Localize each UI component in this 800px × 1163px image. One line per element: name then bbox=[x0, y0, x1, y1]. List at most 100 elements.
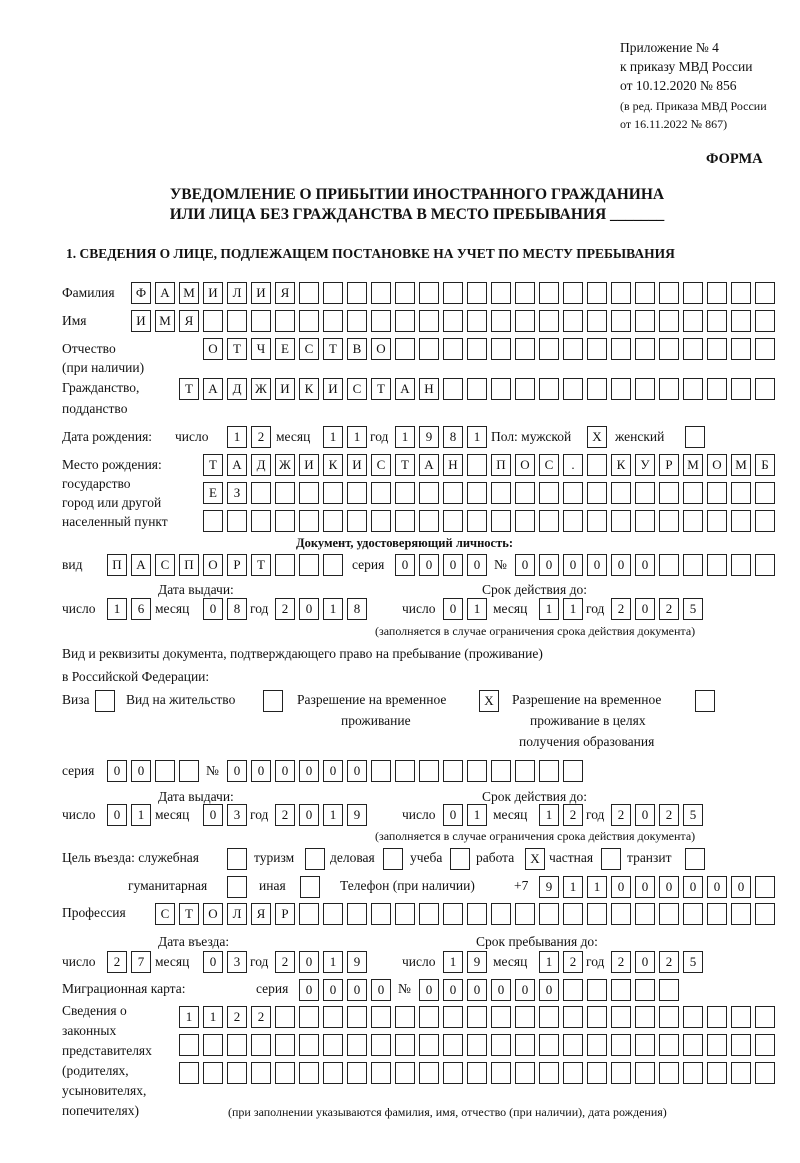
char-cell[interactable] bbox=[395, 510, 415, 532]
char-cell[interactable] bbox=[395, 1034, 415, 1056]
char-cell[interactable]: Я bbox=[275, 282, 295, 304]
char-cell[interactable] bbox=[731, 338, 751, 360]
char-cell[interactable]: 0 bbox=[635, 804, 655, 826]
char-cell[interactable] bbox=[323, 1006, 343, 1028]
char-cell[interactable]: 0 bbox=[371, 979, 391, 1001]
char-cell[interactable] bbox=[755, 554, 775, 576]
char-cell[interactable]: 3 bbox=[227, 804, 247, 826]
char-cell[interactable]: Т bbox=[203, 454, 223, 476]
char-cell[interactable]: О bbox=[371, 338, 391, 360]
char-cell[interactable]: 6 bbox=[131, 598, 151, 620]
char-cell[interactable] bbox=[683, 903, 703, 925]
char-cell[interactable] bbox=[371, 903, 391, 925]
char-cell[interactable] bbox=[755, 510, 775, 532]
char-cell[interactable]: 2 bbox=[611, 951, 631, 973]
char-cell[interactable]: Н bbox=[443, 454, 463, 476]
char-cell[interactable] bbox=[299, 510, 319, 532]
char-cell[interactable] bbox=[563, 903, 583, 925]
char-cell[interactable] bbox=[467, 338, 487, 360]
char-cell[interactable] bbox=[755, 378, 775, 400]
char-cell[interactable]: 0 bbox=[323, 760, 343, 782]
char-cell[interactable] bbox=[563, 310, 583, 332]
char-cell[interactable] bbox=[323, 482, 343, 504]
char-cell[interactable] bbox=[491, 510, 511, 532]
char-cell[interactable] bbox=[275, 1062, 295, 1084]
char-cell[interactable]: 9 bbox=[347, 804, 367, 826]
char-cell[interactable] bbox=[707, 282, 727, 304]
char-cell[interactable]: И bbox=[347, 454, 367, 476]
char-cell[interactable] bbox=[450, 848, 470, 870]
char-cell[interactable]: 2 bbox=[563, 804, 583, 826]
char-cell[interactable] bbox=[347, 282, 367, 304]
char-cell[interactable] bbox=[467, 1062, 487, 1084]
char-cell[interactable] bbox=[300, 876, 320, 898]
char-cell[interactable] bbox=[539, 338, 559, 360]
char-cell[interactable]: О bbox=[203, 554, 223, 576]
char-cell[interactable]: 1 bbox=[539, 804, 559, 826]
char-cell[interactable]: П bbox=[179, 554, 199, 576]
char-cell[interactable]: 0 bbox=[635, 554, 655, 576]
char-cell[interactable]: К bbox=[323, 454, 343, 476]
char-cell[interactable] bbox=[515, 282, 535, 304]
char-cell[interactable] bbox=[611, 510, 631, 532]
char-cell[interactable] bbox=[395, 760, 415, 782]
char-cell[interactable] bbox=[299, 903, 319, 925]
char-cell[interactable]: 2 bbox=[659, 804, 679, 826]
char-cell[interactable]: 0 bbox=[203, 598, 223, 620]
char-cell[interactable] bbox=[515, 1062, 535, 1084]
char-cell[interactable]: 1 bbox=[563, 876, 583, 898]
char-cell[interactable] bbox=[299, 482, 319, 504]
char-cell[interactable] bbox=[539, 760, 559, 782]
char-cell[interactable] bbox=[467, 1034, 487, 1056]
char-cell[interactable]: 0 bbox=[443, 554, 463, 576]
char-cell[interactable]: 0 bbox=[515, 979, 535, 1001]
char-cell[interactable] bbox=[659, 903, 679, 925]
char-cell[interactable] bbox=[611, 482, 631, 504]
char-cell[interactable]: 1 bbox=[467, 426, 487, 448]
char-cell[interactable]: 0 bbox=[539, 554, 559, 576]
char-cell[interactable] bbox=[755, 1034, 775, 1056]
char-cell[interactable]: Т bbox=[227, 338, 247, 360]
char-cell[interactable]: 1 bbox=[467, 804, 487, 826]
char-cell[interactable] bbox=[491, 903, 511, 925]
char-cell[interactable]: Ж bbox=[275, 454, 295, 476]
char-cell[interactable]: Р bbox=[275, 903, 295, 925]
char-cell[interactable]: 8 bbox=[227, 598, 247, 620]
char-cell[interactable]: М bbox=[683, 454, 703, 476]
char-cell[interactable] bbox=[659, 282, 679, 304]
char-cell[interactable] bbox=[395, 482, 415, 504]
char-cell[interactable] bbox=[539, 482, 559, 504]
char-cell[interactable]: 0 bbox=[299, 598, 319, 620]
char-cell[interactable] bbox=[707, 310, 727, 332]
char-cell[interactable] bbox=[683, 310, 703, 332]
char-cell[interactable] bbox=[635, 1062, 655, 1084]
char-cell[interactable]: У bbox=[635, 454, 655, 476]
char-cell[interactable] bbox=[685, 426, 705, 448]
char-cell[interactable] bbox=[611, 378, 631, 400]
char-cell[interactable]: И bbox=[299, 454, 319, 476]
char-cell[interactable]: О bbox=[203, 338, 223, 360]
char-cell[interactable] bbox=[299, 554, 319, 576]
char-cell[interactable] bbox=[683, 482, 703, 504]
char-cell[interactable] bbox=[587, 378, 607, 400]
char-cell[interactable]: 2 bbox=[275, 951, 295, 973]
char-cell[interactable]: 0 bbox=[635, 876, 655, 898]
char-cell[interactable] bbox=[323, 310, 343, 332]
char-cell[interactable] bbox=[587, 482, 607, 504]
char-cell[interactable]: Я bbox=[179, 310, 199, 332]
char-cell[interactable] bbox=[179, 1034, 199, 1056]
char-cell[interactable]: Д bbox=[227, 378, 247, 400]
char-cell[interactable] bbox=[95, 690, 115, 712]
char-cell[interactable] bbox=[491, 1062, 511, 1084]
char-cell[interactable]: Л bbox=[227, 282, 247, 304]
char-cell[interactable] bbox=[659, 338, 679, 360]
char-cell[interactable] bbox=[707, 903, 727, 925]
char-cell[interactable] bbox=[491, 482, 511, 504]
char-cell[interactable] bbox=[683, 554, 703, 576]
char-cell[interactable]: 5 bbox=[683, 804, 703, 826]
char-cell[interactable] bbox=[755, 876, 775, 898]
char-cell[interactable]: Т bbox=[251, 554, 271, 576]
char-cell[interactable] bbox=[275, 510, 295, 532]
char-cell[interactable] bbox=[611, 1034, 631, 1056]
char-cell[interactable]: Р bbox=[659, 454, 679, 476]
